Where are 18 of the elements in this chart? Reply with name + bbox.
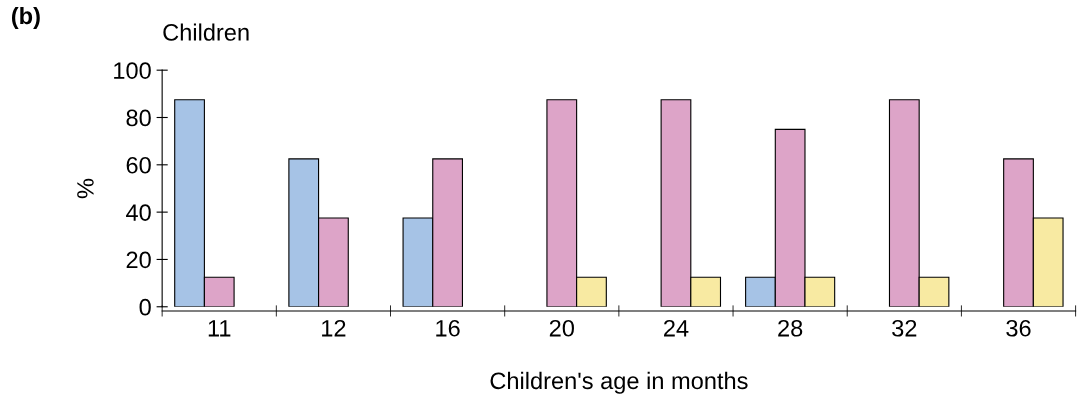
y-tick-label: 20 [126, 251, 151, 269]
chart-title: Children [163, 23, 249, 41]
x-tick-label: 20 [549, 319, 574, 337]
x-tick-label: 11 [208, 320, 231, 337]
y-tick-label: 60 [126, 156, 151, 174]
x-tick-label: 24 [664, 319, 689, 337]
x-axis-title: Children's age in months [490, 371, 748, 394]
x-tick-label: 16 [436, 319, 460, 337]
y-tick-label: 80 [126, 109, 151, 127]
x-tick-label: 36 [1006, 319, 1031, 337]
y-tick-label: 100 [114, 62, 151, 79]
y-axis-title: % [77, 178, 94, 199]
x-tick-label: 32 [892, 319, 917, 337]
x-tick-label: 28 [778, 319, 803, 337]
y-tick-label: 40 [126, 204, 151, 221]
text: (b) [11, 6, 40, 29]
y-tick-label: 0 [139, 298, 151, 316]
x-tick-label: 12 [322, 319, 346, 337]
